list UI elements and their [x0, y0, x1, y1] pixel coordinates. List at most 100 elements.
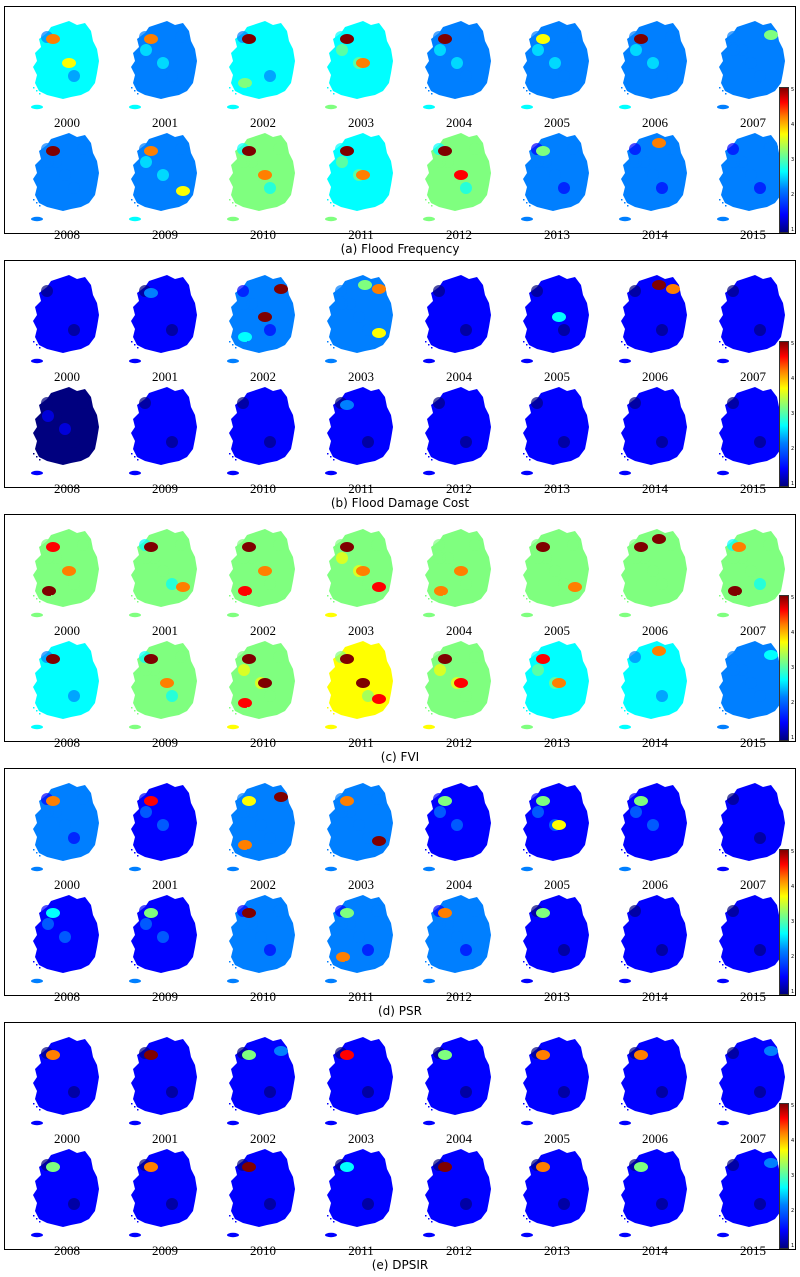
- island: [48, 1109, 50, 1111]
- jeju-island: [423, 612, 435, 618]
- colorbar-tick-label: 3: [791, 411, 795, 417]
- map-subregion: [336, 552, 348, 564]
- map-subregion: [531, 397, 543, 409]
- island: [437, 90, 439, 92]
- map-subregion: [336, 410, 348, 422]
- jeju-island: [325, 358, 337, 364]
- island: [33, 707, 35, 709]
- map-hotspot: [372, 284, 386, 294]
- island: [627, 205, 629, 207]
- map-subregion: [647, 819, 659, 831]
- map-subregion: [656, 1086, 668, 1098]
- map-subregion: [175, 31, 187, 43]
- island: [529, 1221, 531, 1223]
- island: [434, 199, 436, 201]
- island: [336, 595, 338, 597]
- map-subregion: [175, 397, 187, 409]
- colorbar-tick-label: 4: [791, 122, 795, 128]
- island: [428, 598, 430, 600]
- island: [535, 852, 537, 854]
- island: [731, 1218, 733, 1220]
- island: [737, 595, 739, 597]
- island: [627, 347, 629, 349]
- island: [238, 1215, 240, 1217]
- island: [541, 961, 543, 963]
- map-hotspot: [274, 792, 288, 802]
- map-subregion: [77, 1159, 89, 1171]
- korea-choropleth-map: [325, 1037, 393, 1126]
- jeju-island: [325, 724, 337, 730]
- island: [636, 601, 638, 603]
- island: [434, 707, 436, 709]
- island: [348, 1106, 350, 1108]
- year-map: 2009: [125, 129, 205, 249]
- island: [624, 852, 626, 854]
- island: [241, 1106, 243, 1108]
- island: [523, 341, 525, 343]
- map-subregion: [273, 651, 285, 663]
- island: [244, 459, 246, 461]
- island: [140, 1215, 142, 1217]
- map-subregion: [745, 677, 757, 689]
- island: [131, 961, 133, 963]
- map-subregion: [745, 57, 757, 69]
- korea-choropleth-map: [521, 641, 589, 730]
- island: [725, 205, 727, 207]
- island: [336, 199, 338, 201]
- island: [39, 1109, 41, 1111]
- island: [523, 849, 525, 851]
- korea-choropleth-map: [521, 529, 589, 618]
- year-label: 2001: [152, 623, 178, 638]
- island: [440, 459, 442, 461]
- island: [339, 964, 341, 966]
- korea-choropleth-map: [31, 1037, 99, 1126]
- jeju-island: [521, 866, 533, 872]
- island: [140, 199, 142, 201]
- year-label: 2004: [446, 1131, 472, 1146]
- year-map: 2004: [419, 779, 499, 899]
- island: [342, 855, 344, 857]
- island: [722, 710, 724, 712]
- korea-choropleth-map: [619, 133, 687, 222]
- island: [434, 961, 436, 963]
- island: [544, 90, 546, 92]
- island: [42, 849, 44, 851]
- map-subregion: [656, 832, 668, 844]
- map-subregion: [264, 70, 276, 82]
- island: [241, 598, 243, 600]
- map-subregion: [434, 552, 446, 564]
- island: [544, 202, 546, 204]
- island: [431, 601, 433, 603]
- island: [538, 601, 540, 603]
- island: [143, 1218, 145, 1220]
- map-subregion: [754, 944, 766, 956]
- year-map: 2002: [223, 1033, 303, 1153]
- island: [247, 453, 249, 455]
- map-subregion: [166, 944, 178, 956]
- island: [541, 595, 543, 597]
- year-label: 2005: [544, 877, 570, 892]
- year-label: 2000: [54, 623, 80, 638]
- island: [443, 849, 445, 851]
- island: [627, 855, 629, 857]
- map-subregion: [656, 944, 668, 956]
- year-label: 2014: [642, 735, 668, 750]
- island: [140, 595, 142, 597]
- year-map: 2008: [27, 129, 107, 249]
- map-subregion: [469, 31, 481, 43]
- island: [232, 964, 234, 966]
- island: [425, 87, 427, 89]
- island: [639, 707, 641, 709]
- map-subregion: [532, 156, 544, 168]
- map-subregion: [451, 57, 463, 69]
- island: [134, 598, 136, 600]
- map-subregion: [68, 832, 80, 844]
- map-subregion: [42, 410, 54, 422]
- island: [42, 87, 44, 89]
- map-subregion: [728, 44, 740, 56]
- island: [238, 453, 240, 455]
- map-hotspot: [340, 1050, 354, 1060]
- korea-choropleth-map: [227, 275, 295, 364]
- map-subregion: [157, 57, 169, 69]
- island: [45, 598, 47, 600]
